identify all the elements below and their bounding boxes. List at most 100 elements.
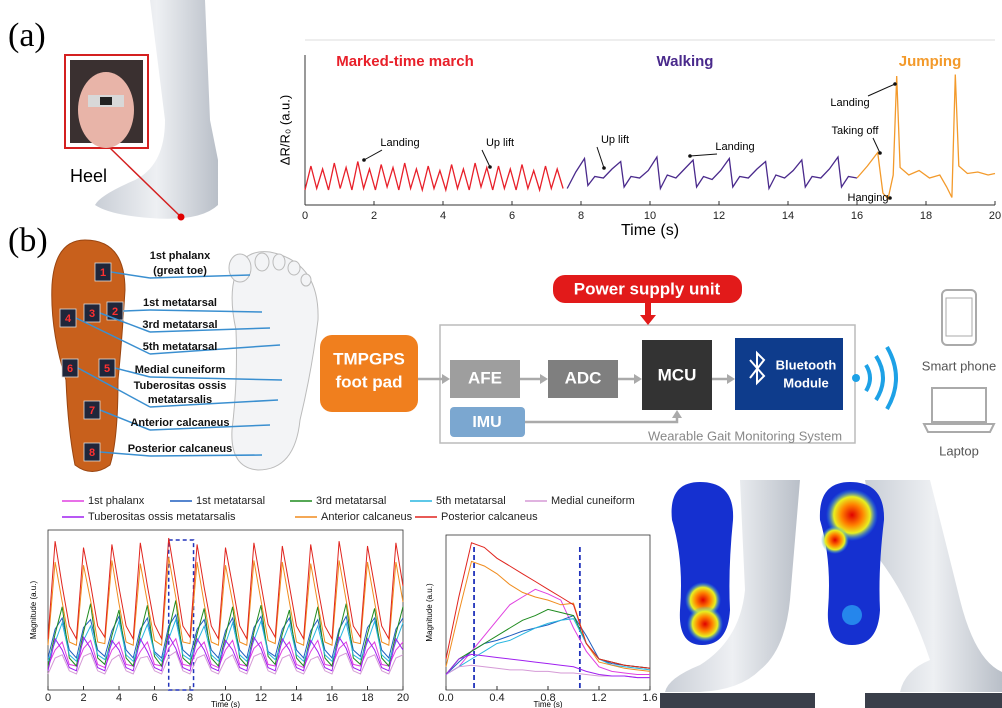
sensor bbox=[83, 400, 101, 420]
series-title: Walking bbox=[657, 53, 714, 70]
heel-dot bbox=[177, 213, 185, 221]
x-tick-label: 10 bbox=[219, 692, 231, 704]
series-line bbox=[47, 617, 404, 663]
x-tick-label: 10 bbox=[644, 210, 656, 222]
annotation: Hanging bbox=[848, 192, 889, 204]
sensor bbox=[98, 358, 116, 378]
arrow-head bbox=[878, 151, 882, 155]
sensor-label: Posterior calcaneus bbox=[128, 443, 233, 455]
pad-label: foot pad bbox=[335, 372, 402, 391]
series-title: Marked-time march bbox=[336, 53, 474, 70]
sensor-label: 1st metatarsal bbox=[143, 297, 217, 309]
leader-line bbox=[99, 409, 151, 431]
x-tick-label: 18 bbox=[361, 692, 373, 704]
legend-label: Posterior calcaneus bbox=[441, 511, 538, 523]
mcu-label: MCU bbox=[658, 365, 697, 384]
annotation-arrow bbox=[481, 149, 491, 168]
annotation-arrow bbox=[872, 137, 881, 154]
series-line bbox=[47, 537, 404, 641]
series-line bbox=[856, 74, 996, 201]
sensor-label: 1st phalanx bbox=[150, 250, 211, 262]
imu-label: IMU bbox=[472, 414, 501, 431]
sensor-number: 1 bbox=[100, 267, 106, 279]
legend-label: 3rd metatarsal bbox=[316, 495, 386, 507]
sensor-label: Tuberositas ossis bbox=[134, 380, 227, 392]
annotation: Landing bbox=[715, 141, 754, 153]
panel-label: (b) bbox=[8, 222, 48, 259]
x-tick-label: 8 bbox=[578, 210, 584, 222]
x-tick-label: 1.6 bbox=[642, 692, 657, 704]
arrow-head bbox=[362, 158, 366, 162]
y-axis-label: Magnitude (a.u.) bbox=[29, 581, 38, 640]
annotation: Up lift bbox=[601, 134, 629, 146]
bluetooth-label: Bluetooth bbox=[776, 357, 837, 372]
pointer bbox=[109, 147, 182, 218]
phone-screen bbox=[945, 297, 973, 337]
arrow-head bbox=[688, 154, 692, 158]
leader-line bbox=[77, 367, 151, 408]
arrow-head bbox=[488, 165, 492, 169]
leader-line bbox=[149, 309, 263, 313]
leader-line bbox=[110, 271, 151, 279]
x-tick-label: 6 bbox=[151, 692, 157, 704]
series-line bbox=[445, 588, 650, 675]
sensor-number: 7 bbox=[89, 405, 95, 417]
arrows bbox=[418, 374, 735, 424]
x-tick-label: 4 bbox=[116, 692, 122, 704]
x-axis-label: Time (s) bbox=[211, 700, 240, 708]
sensor-label: Anterior calcaneus bbox=[130, 417, 229, 429]
adc-box bbox=[548, 360, 618, 398]
sensor-label: metatarsalis bbox=[148, 394, 212, 406]
leader-line bbox=[122, 309, 151, 312]
y-axis-label: Magnitude (a.u.) bbox=[425, 583, 434, 642]
x-tick-label: 0.4 bbox=[489, 692, 504, 704]
legend-label: 1st phalanx bbox=[88, 495, 145, 507]
sensor bbox=[100, 97, 112, 105]
power-arrow bbox=[640, 303, 656, 325]
sensor-number: 8 bbox=[89, 447, 95, 459]
sensor-number: 2 bbox=[112, 306, 118, 318]
x-tick-label: 0 bbox=[302, 210, 308, 222]
panel-label: (a) bbox=[8, 17, 46, 54]
x-tick-label: 16 bbox=[326, 692, 338, 704]
wireless-dot bbox=[852, 374, 860, 382]
x-tick-label: 4 bbox=[440, 210, 446, 222]
x-tick-label: 14 bbox=[782, 210, 794, 222]
series-line bbox=[445, 653, 650, 679]
leader-line bbox=[99, 451, 151, 457]
leader-line bbox=[149, 399, 279, 408]
series-line bbox=[47, 557, 404, 647]
leader-line bbox=[75, 317, 151, 355]
legend-label: Tuberositas ossis metatarsalis bbox=[88, 511, 236, 523]
sensor-number: 6 bbox=[67, 363, 73, 375]
phone-label: Smart phone bbox=[922, 358, 996, 373]
leader-line bbox=[149, 274, 251, 279]
sensor bbox=[61, 358, 79, 378]
sensor-number: 3 bbox=[89, 308, 95, 320]
legend-label: Medial cuneiform bbox=[551, 495, 635, 507]
sensor-number: 5 bbox=[104, 363, 110, 375]
insole bbox=[51, 239, 126, 472]
sensor-number: 4 bbox=[65, 313, 72, 325]
x-tick-label: 20 bbox=[989, 210, 1001, 222]
annotation-arrow bbox=[867, 83, 896, 97]
legend-label: 5th metatarsal bbox=[436, 495, 506, 507]
laptop-label: Laptop bbox=[939, 443, 979, 458]
x-tick-label: 8 bbox=[187, 692, 193, 704]
legend-label: Anterior calcaneus bbox=[321, 511, 413, 523]
power-box bbox=[553, 275, 742, 303]
sensor bbox=[106, 301, 124, 321]
x-axis-label: Time (s) bbox=[621, 222, 679, 239]
leader-line bbox=[149, 424, 271, 431]
sensor-label: (great toe) bbox=[153, 265, 207, 277]
annotation-arrow bbox=[596, 146, 605, 169]
leader-line bbox=[99, 312, 151, 333]
power-label: Power supply unit bbox=[574, 279, 721, 298]
annotation-arrow bbox=[689, 153, 718, 157]
bluetooth-box bbox=[735, 338, 843, 410]
leader-line bbox=[114, 367, 151, 378]
x-tick-label: 0.8 bbox=[540, 692, 555, 704]
series-line bbox=[47, 650, 404, 675]
wireless bbox=[864, 345, 898, 411]
series-line bbox=[445, 560, 651, 672]
